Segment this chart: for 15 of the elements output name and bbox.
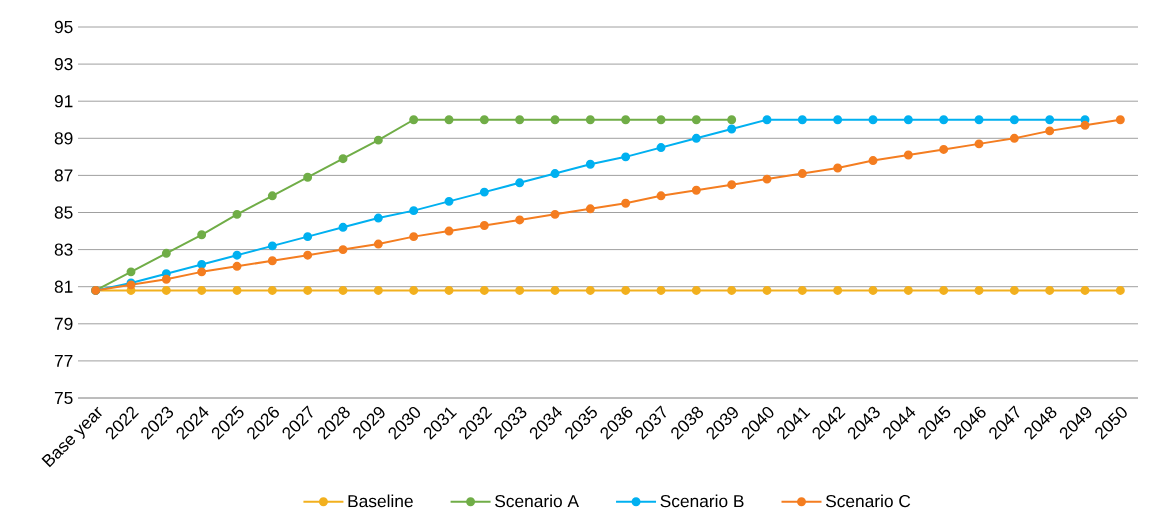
y-tick-label: 77 <box>54 354 73 367</box>
y-tick-label: 87 <box>54 169 73 182</box>
legend-label: Baseline <box>348 494 413 508</box>
y-tick-label: 85 <box>54 206 73 219</box>
legend-label: Scenario A <box>495 494 579 508</box>
y-tick-label: 79 <box>54 317 73 330</box>
y-tick-label: 95 <box>54 20 73 34</box>
y-tick-label: 93 <box>54 57 73 71</box>
y-tick-label: 91 <box>54 95 73 108</box>
y-tick-label: 83 <box>54 243 73 256</box>
legend-label: Scenario C <box>825 494 911 508</box>
y-tick-label: 75 <box>54 391 73 405</box>
legend-label: Scenario B <box>660 494 744 508</box>
y-tick-label: 89 <box>54 132 73 145</box>
y-tick-label: 81 <box>54 280 73 293</box>
